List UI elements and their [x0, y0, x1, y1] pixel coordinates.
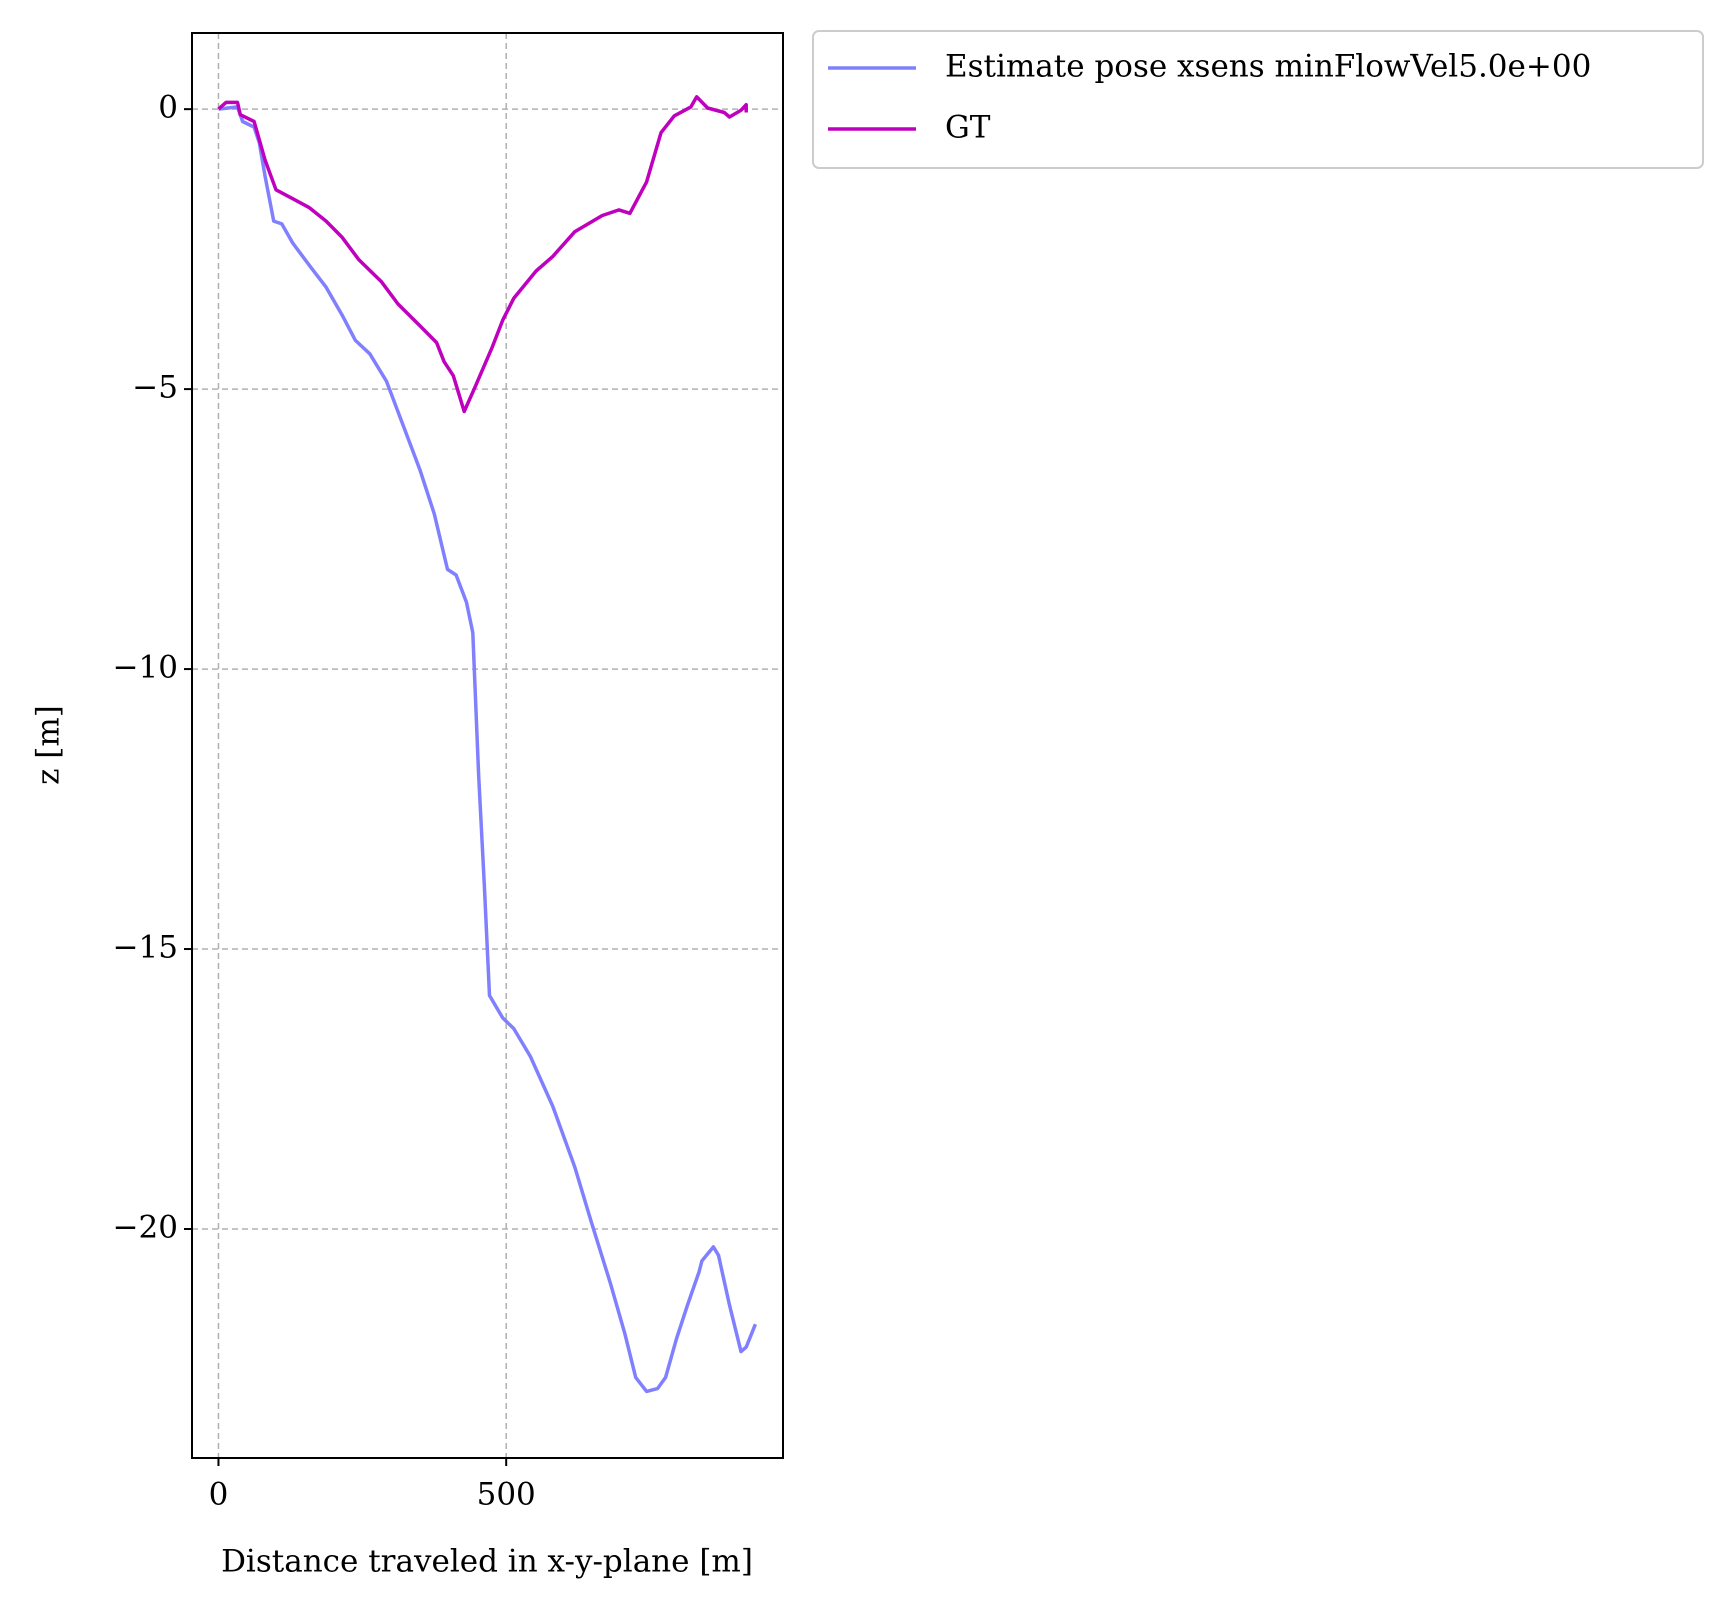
y-tick-label: −10: [113, 650, 178, 686]
legend-label: GT: [945, 110, 991, 146]
lines: [217, 95, 758, 1394]
y-axis-label: z [m]: [31, 705, 67, 785]
y-tick-label: −5: [132, 370, 178, 406]
y-tick-label: −15: [113, 930, 178, 966]
x-axis-label: Distance traveled in x-y-plane [m]: [221, 1544, 753, 1580]
x-tick-label: 500: [477, 1477, 536, 1513]
y-tick-label: 0: [158, 90, 178, 126]
y-tick-label: −20: [113, 1209, 178, 1245]
axes-frame: [191, 32, 784, 1459]
series-line: [218, 105, 758, 1394]
legend-label: Estimate pose xsens minFlowVel5.0e+00: [945, 49, 1591, 85]
series-line: [217, 95, 748, 414]
legend-box: [812, 30, 1704, 169]
legend: Estimate pose xsens minFlowVel5.0e+00 GT: [828, 49, 1591, 146]
x-tick-label: 0: [209, 1477, 229, 1513]
